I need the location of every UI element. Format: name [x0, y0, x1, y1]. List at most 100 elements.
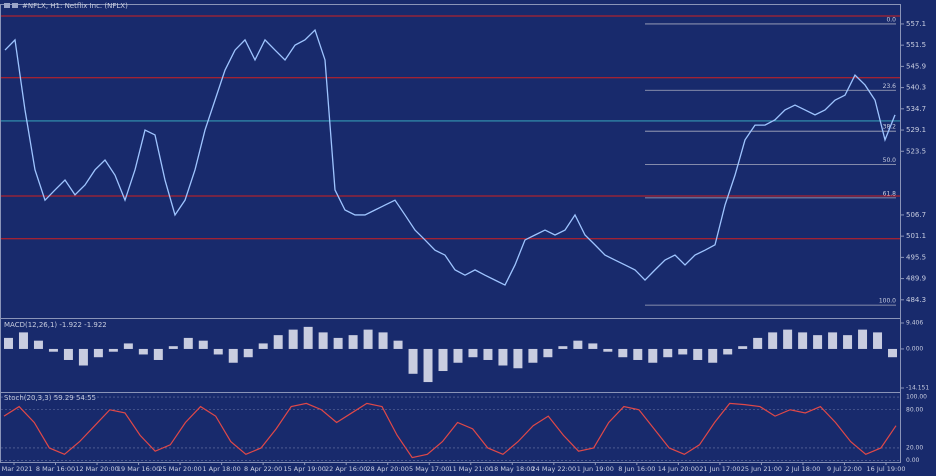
stoch-line	[3, 402, 897, 459]
date-label: 22 Apr 16:00	[325, 465, 367, 473]
price-label: 534.7	[906, 105, 926, 113]
macd-tick-label: 0.000	[906, 345, 923, 352]
stoch-panel	[0, 392, 901, 463]
macd-bar	[213, 348, 223, 355]
price-label: 540.3	[906, 84, 926, 92]
macd-bar	[273, 335, 283, 349]
macd-bar	[498, 348, 508, 366]
stoch-tick-label: 20.00	[906, 444, 923, 451]
fib-label: 50.0	[883, 157, 897, 164]
macd-bar	[738, 346, 748, 349]
fib-label: 23.6	[883, 83, 897, 90]
macd-bar	[348, 335, 358, 349]
date-label: 15 Apr 19:00	[283, 465, 325, 473]
price-label: 506.7	[906, 211, 926, 219]
date-label: 8 Jun 16:00	[618, 465, 655, 473]
macd-bar	[123, 343, 133, 349]
price-label: 501.1	[906, 232, 926, 240]
macd-bar	[693, 348, 703, 360]
date-label: 18 May 18:00	[490, 465, 535, 473]
price-label: 495.5	[906, 253, 926, 261]
icon	[12, 3, 18, 8]
macd-bar	[483, 348, 493, 360]
date-label: 24 May 22:00	[532, 465, 577, 473]
macd-bar	[63, 348, 73, 360]
date-label: 8 Mar 16:00	[36, 465, 75, 473]
stoch-tick-label: 100.00	[906, 394, 927, 401]
icon	[4, 3, 10, 8]
macd-bar	[753, 337, 763, 349]
price-label: 545.9	[906, 62, 926, 70]
macd-bar	[648, 348, 658, 363]
macd-tick-label: -14.151	[906, 385, 929, 392]
macd-bar	[543, 348, 553, 358]
macd-bar	[828, 332, 838, 349]
macd-bar	[798, 332, 808, 349]
chart-title: #NFLX, H1: Netflix Inc. (NFLX)	[22, 2, 128, 10]
macd-bar	[558, 346, 568, 349]
macd-bar	[378, 332, 388, 349]
macd-bar	[408, 348, 418, 374]
macd-bar	[708, 348, 718, 363]
macd-bar	[453, 348, 463, 363]
macd-bar	[138, 348, 148, 355]
macd-bar	[468, 348, 478, 358]
macd-bar	[333, 337, 343, 349]
macd-tick-label: 9.406	[906, 319, 923, 326]
macd-bar	[663, 348, 673, 358]
price-label: 551.5	[906, 41, 926, 49]
date-label: 19 Mar 16:00	[117, 465, 160, 473]
date-label: 25 Mar 20:00	[158, 465, 201, 473]
macd-bar	[393, 340, 403, 349]
macd-bar	[363, 329, 373, 349]
date-label: 1 Apr 18:00	[202, 465, 240, 473]
macd-bar	[633, 348, 643, 360]
stoch-tick-label: 80.00	[906, 406, 923, 413]
stoch-label: Stoch(20,3,3) 59.29 54.55	[4, 394, 96, 402]
fib-label: 61.8	[883, 190, 897, 197]
macd-bar	[573, 340, 583, 349]
macd-bar	[48, 348, 58, 352]
macd-bar	[168, 346, 178, 349]
macd-bar	[243, 348, 253, 358]
macd-bar	[783, 329, 793, 349]
macd-bar	[258, 343, 268, 349]
macd-bar	[813, 335, 823, 349]
macd-bar	[303, 326, 313, 349]
date-label: 16 Jul 19:00	[867, 465, 906, 473]
macd-label: MACD(12,26,1) -1.922 -1.922	[4, 321, 107, 329]
macd-bar	[768, 332, 778, 349]
macd-bar	[678, 348, 688, 355]
price-label: 489.9	[906, 275, 926, 283]
fib-label: 100.0	[879, 298, 896, 305]
macd-bar	[93, 348, 103, 358]
stoch-tick-label: 0.00	[906, 457, 920, 464]
price-line	[4, 28, 896, 286]
date-label: 25 Jun 21:00	[741, 465, 782, 473]
macd-bar	[78, 348, 88, 366]
macd-bar	[198, 340, 208, 349]
fib-label: 0.0	[886, 16, 896, 23]
date-label: 11 May 21:00	[448, 465, 493, 473]
macd-bar	[513, 348, 523, 369]
macd-bar	[423, 348, 433, 383]
macd-bar	[33, 340, 43, 349]
macd-bar	[288, 329, 298, 349]
macd-bar	[843, 335, 853, 349]
macd-bar	[3, 337, 13, 349]
macd-bar	[618, 348, 628, 358]
macd-bar	[438, 348, 448, 372]
macd-bar	[18, 332, 28, 349]
macd-bar	[603, 348, 613, 352]
macd-bar	[183, 337, 193, 349]
price-label: 484.3	[906, 296, 926, 304]
macd-bar	[153, 348, 163, 360]
price-label: 523.5	[906, 147, 926, 155]
date-label: 8 Apr 22:00	[244, 465, 282, 473]
macd-bar	[318, 332, 328, 349]
date-label: 9 Jul 22:00	[827, 465, 862, 473]
date-label: 12 Mar 20:00	[75, 465, 118, 473]
macd-bar	[723, 348, 733, 355]
